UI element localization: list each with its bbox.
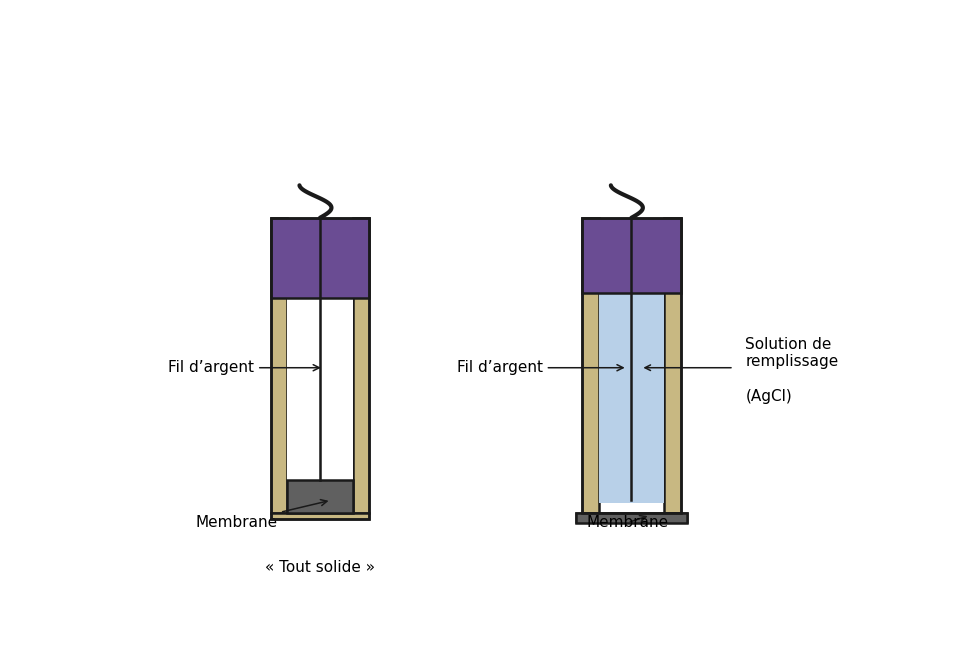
Text: Solution de
remplissage

(AgCl): Solution de remplissage (AgCl) [745, 337, 839, 404]
Bar [582, 218, 681, 293]
Text: Fil d’argent: Fil d’argent [457, 360, 623, 375]
Text: Membrane: Membrane [586, 515, 668, 530]
Bar [287, 298, 353, 480]
Bar [270, 218, 369, 519]
Bar [270, 218, 369, 298]
Bar [353, 218, 369, 513]
Text: Fil d’argent: Fil d’argent [169, 360, 319, 375]
Bar [576, 513, 687, 522]
Bar [582, 218, 681, 513]
Text: Membrane: Membrane [195, 500, 327, 530]
Bar [287, 480, 353, 513]
Bar [664, 218, 681, 513]
Bar [599, 293, 664, 502]
Bar [270, 513, 369, 519]
Bar [576, 513, 687, 522]
Bar [270, 218, 287, 513]
Bar [582, 218, 599, 513]
Text: « Tout solide »: « Tout solide » [265, 560, 375, 575]
